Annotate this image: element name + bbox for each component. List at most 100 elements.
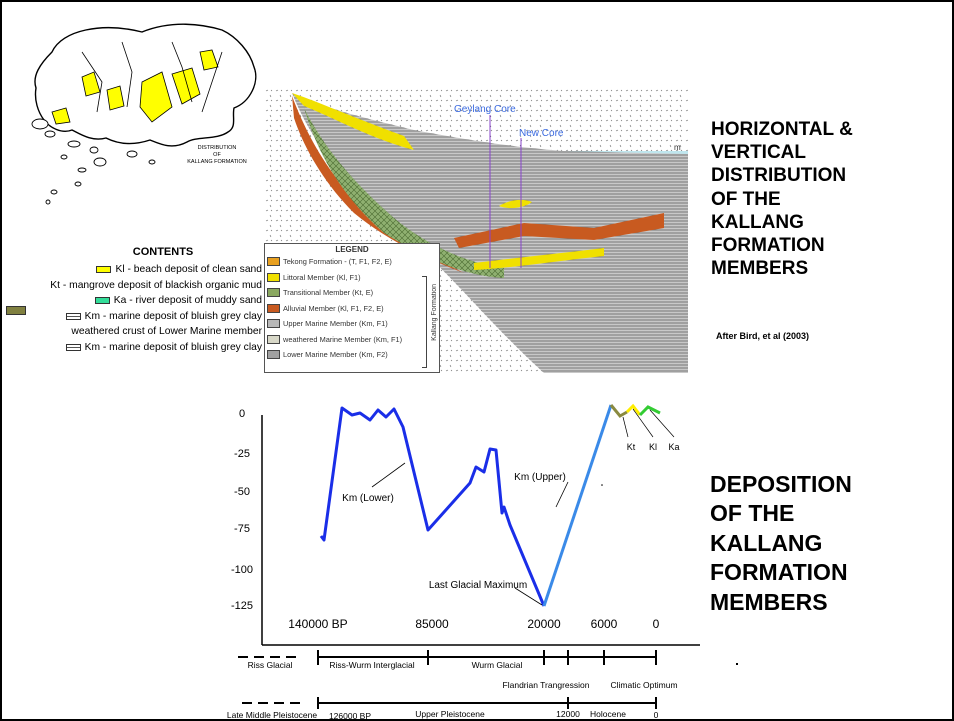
sea-level-label: m (674, 143, 681, 152)
legend-swatch (267, 257, 280, 267)
contents-item-label: Km - marine deposit of bluish grey clay (84, 341, 262, 353)
legend-item-label: Littoral Member (Kl, F1) (283, 272, 361, 282)
timescale-12000: 12000 (556, 709, 580, 719)
title-line: KALLANG (710, 529, 823, 556)
km-lower-line (319, 406, 546, 607)
legend-item-label: Upper Marine Member (Km, F1) (283, 319, 388, 329)
kl-line (625, 403, 642, 416)
legend-item: weathered Marine Member (Km, F1) (265, 332, 439, 348)
river-channels (81, 41, 223, 113)
contents-item: Kt - mangrove deposit of blackish organi… (50, 278, 262, 294)
legend-title: LEGEND (335, 245, 369, 254)
legend-swatch (267, 319, 280, 329)
title-line: FORMATION (710, 559, 848, 586)
annotation-lgm: Last Glacial Maximum (429, 580, 527, 591)
legend-swatch (267, 350, 280, 360)
x-tick-label: 6000 (591, 617, 618, 631)
annotation-leader (555, 481, 569, 508)
contents-item: Kl - beach deposit of clean sand (50, 262, 262, 278)
timescale-126000: 126000 BP (329, 711, 371, 721)
contents-item-label: Km - marine deposit of bluish grey clay (84, 310, 262, 322)
stray-mark (601, 484, 603, 486)
title-line: OF THE (710, 500, 795, 527)
timescale-climatic-optimum: Climatic Optimum (610, 680, 677, 690)
contents-swatch-km (65, 312, 81, 320)
timescale-riss-glacial: Riss Glacial (248, 660, 293, 670)
timescale-wurm-glacial: Wurm Glacial (472, 660, 523, 670)
contents-list: Kl - beach deposit of clean sand Kt - ma… (50, 262, 262, 356)
legend-item-label: Lower Marine Member (Km, F2) (283, 350, 388, 360)
kallang-deposit-areas (51, 49, 219, 125)
legend-item: Transitional Member (Kt, E) (265, 285, 439, 301)
contents-item-label: Kt - mangrove deposit of blackish organi… (50, 279, 262, 291)
km-upper-line (542, 404, 613, 607)
x-tick-label: 0 (653, 617, 660, 631)
littoral-layer-top (292, 93, 414, 150)
x-tick-label: 140000 BP (288, 617, 347, 631)
title-deposition: DEPOSITION OF THE KALLANG FORMATION MEMB… (710, 470, 852, 617)
annotation-leader (649, 409, 675, 438)
legend-side-label: Kallang Formation (431, 284, 438, 341)
y-tick-label: 0 (239, 408, 245, 420)
annotation-ka: Ka (668, 442, 679, 452)
y-tick-label: -25 (234, 448, 250, 460)
sea-level-chart: 0 -25 -50 -75 -100 -125 140000 BP 85000 … (227, 403, 700, 721)
x-tick-label: 20000 (527, 617, 561, 631)
legend-item: Upper Marine Member (Km, F1) (265, 316, 439, 332)
geological-cross-section: Geylang Core New Core m (264, 88, 688, 373)
annotation-kt: Kt (627, 442, 636, 452)
title-line: KALLANG (711, 211, 804, 233)
contents-item: Km - marine deposit of bluish grey clay (50, 309, 262, 325)
attribution: After Bird, et al (2003) (716, 331, 810, 341)
legend-item: Alluvial Member (Kl, F1, F2, E) (265, 301, 439, 317)
legend-item: Littoral Member (Kl, F1) (265, 270, 439, 286)
title-horizontal-vertical: HORIZONTAL & VERTICAL DISTRIBUTION OF TH… (711, 118, 853, 280)
alluvial-lens (454, 213, 664, 248)
contents-swatch-kt (6, 306, 26, 315)
annotation-leader (632, 408, 654, 438)
legend-item: Lower Marine Member (Km, F2) (265, 347, 439, 363)
legend-bracket (422, 276, 427, 368)
new-core-label: New Core (519, 128, 564, 139)
kallang-distribution-map: DISTRIBUTION OF KALLANG FORMATION (31, 23, 257, 205)
contents-item: weathered crust of Lower Marine member (50, 324, 262, 340)
timescale-upper-pleistocene: Upper Pleistocene (415, 709, 485, 719)
title-line: VERTICAL (711, 142, 806, 164)
timescale-holocene: Holocene (590, 709, 626, 719)
timescale-ticks-2 (317, 697, 657, 709)
y-tick-label: -50 (234, 486, 250, 498)
y-tick-labels: 0 -25 -50 -75 -100 -125 (231, 408, 253, 612)
legend-item-label: Tekong Formation - (T, F1, F2, E) (283, 257, 392, 267)
annotation-leader (622, 416, 629, 438)
map-label-line-1: DISTRIBUTION (198, 145, 237, 151)
legend-item: Tekong Formation - (T, F1, F2, E) (265, 254, 439, 270)
legend-swatch (267, 272, 280, 282)
contents-item-label: weathered crust of Lower Marine member (71, 326, 262, 338)
timescale-0: 0 (654, 710, 659, 720)
legend-swatch (267, 288, 280, 298)
timescale-ticks-1 (317, 650, 657, 665)
legend-item-label: weathered Marine Member (Km, F1) (283, 334, 403, 344)
map-label-line-2: OF (213, 152, 221, 158)
timescale-flandrian: Flandrian Trangression (503, 680, 590, 690)
annotation-leader (371, 462, 406, 488)
littoral-lens (474, 248, 604, 270)
timescale-late-middle-pleistocene: Late Middle Pleistocene (227, 710, 318, 720)
annotation-kl: Kl (649, 442, 657, 452)
y-tick-label: -100 (231, 564, 253, 576)
littoral-lens-small (499, 199, 532, 209)
geylang-core-label: Geylang Core (454, 104, 516, 115)
title-line: FORMATION (711, 234, 825, 256)
map-label-line-3: KALLANG FORMATION (187, 159, 247, 165)
x-tick-label: 85000 (415, 617, 449, 631)
legend-item-label: Alluvial Member (Kl, F1, F2, E) (283, 303, 384, 313)
legend-swatch (267, 303, 280, 313)
stray-dot (736, 663, 738, 665)
title-line: MEMBERS (711, 258, 809, 280)
y-tick-label: -75 (234, 523, 250, 535)
title-line: DISTRIBUTION (711, 165, 847, 187)
title-line: MEMBERS (710, 588, 828, 615)
contents-item: Km - marine deposit of bluish grey clay (50, 340, 262, 356)
kt-line (609, 404, 628, 418)
